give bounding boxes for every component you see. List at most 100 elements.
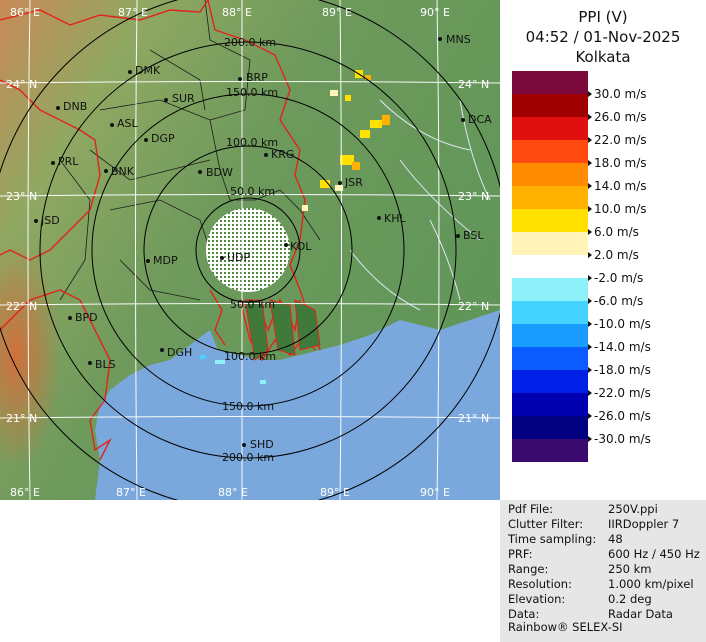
range-label-50-south: 50.0 km [230,298,275,311]
city-krg: KRG [271,148,294,161]
legend-swatch [512,416,588,439]
legend-label: 30.0 m/s [594,87,647,101]
legend-swatch [512,232,588,255]
info-row: PRF: 600 Hz / 450 Hz [508,547,700,561]
legend-arrow-icon [588,252,592,258]
legend-swatch [512,324,588,347]
range-label-150-south: 150.0 km [222,400,274,413]
lon-label-87-top: 87° E [118,6,148,19]
timestamp: 04:52 / 01-Nov-2025 [525,28,681,46]
city-bls: BLS [95,358,116,371]
lat-label-21-left: 21° N [6,412,37,425]
info-key: Time sampling: [508,532,597,546]
info-row: Data: Radar Data [508,607,673,621]
city-dnb: DNB [63,100,87,113]
city-mdp: MDP [153,254,178,267]
lon-label-87-bottom: 87° E [116,486,146,499]
legend-label: -14.0 m/s [594,340,651,354]
city-asl: ASL [117,117,139,130]
legend-arrow-icon [588,344,592,350]
range-label-200-south: 200.0 km [222,451,274,464]
legend-label: -30.0 m/s [594,432,651,446]
legend-label: 18.0 m/s [594,156,647,170]
lon-label-90-top: 90° E [420,6,450,19]
legend-label: -26.0 m/s [594,409,651,423]
city-dgp: DGP [151,132,175,145]
lon-label-86-bottom: 86° E [10,486,40,499]
legend-swatch [512,209,588,232]
lat-label-24-right: 24° N [458,78,489,91]
info-key: Elevation: [508,592,566,606]
city-dgh: DGH [167,346,192,359]
lat-label-21-right: 21° N [458,412,489,425]
legend-label: -22.0 m/s [594,386,651,400]
legend-swatch [512,301,588,324]
info-panel: Pdf File: 250V.ppi Clutter Filter: IIRDoppl… [500,500,706,642]
info-row: Range: 250 km [508,562,651,576]
range-label-200: 200.0 km [224,36,276,49]
rivers [349,99,491,311]
info-key: Pdf File: [508,502,554,516]
legend-label: -10.0 m/s [594,317,651,331]
range-label-100: 100.0 km [226,136,278,149]
city-mns: MNS [446,33,471,46]
legend-label: 26.0 m/s [594,110,647,124]
product-title: PPI (V) [578,8,628,26]
legend-arrow-icon [588,321,592,327]
legend-arrow-icon [588,137,592,143]
legend-label: 2.0 m/s [594,248,639,262]
city-khl: KHL [384,212,406,225]
legend-arrow-icon [588,413,592,419]
lat-label-23-left: 23° N [6,190,37,203]
lat-label-23-right: 23° N [458,190,489,203]
city-shd: SHD [250,438,274,451]
legend-swatch [512,186,588,209]
info-value: 0.2 deg [608,592,652,606]
info-row: Resolution: 1.000 km/pixel [508,577,694,591]
legend-panel: PPI (V) 04:52 / 01-Nov-2025 Kolkata [500,0,706,500]
city-udp: UDP [227,251,251,264]
info-row: Elevation: 0.2 deg [508,592,652,606]
info-row: Time sampling: 48 [508,532,623,546]
info-value: 1.000 km/pixel [608,577,694,591]
city-bnk: BNK [111,165,135,178]
legend-swatch [512,347,588,370]
legend-arrow-icon [588,229,592,235]
legend-swatch [512,439,588,462]
city-prl: PRL [58,155,79,168]
range-label-150: 150.0 km [226,86,278,99]
lon-label-88-top: 88° E [222,6,252,19]
legend-swatch [512,140,588,163]
legend-swatch [512,71,588,94]
legend-swatch [512,255,588,278]
city-markers: MNS DMK BRP DNB SUR ASL DGP DCA PRL BNK … [34,33,492,451]
footer-credit: Rainbow® SELEX-SI [508,620,623,634]
legend-arrow-icon [588,390,592,396]
city-bsl: BSL [463,229,484,242]
city-brp: BRP [246,71,268,84]
legend-label: 22.0 m/s [594,133,647,147]
legend-arrow-icon [588,183,592,189]
legend-arrow-icon [588,206,592,212]
info-key: PRF: [508,547,533,561]
city-bpd: BPD [75,311,98,324]
delta-islands [244,299,321,361]
legend-arrow-icon [588,436,592,442]
info-key: Clutter Filter: [508,517,584,531]
info-key: Range: [508,562,549,576]
info-value: 250 km [608,562,652,576]
legend-label: -6.0 m/s [594,294,644,308]
legend-arrow-icon [588,160,592,166]
lat-label-22-left: 22° N [6,300,37,313]
city-sur: SUR [172,92,195,105]
legend-arrow-icon [588,367,592,373]
legend-label: 14.0 m/s [594,179,647,193]
range-label-50: 50.0 km [230,185,275,198]
hills [0,150,130,480]
graticule [0,0,501,501]
lat-label-24-left: 24° N [6,78,37,91]
legend-arrow-icon [588,298,592,304]
lon-label-90-bottom: 90° E [420,486,450,499]
info-value: Radar Data [608,607,673,621]
city-jsr: JSR [344,176,363,189]
